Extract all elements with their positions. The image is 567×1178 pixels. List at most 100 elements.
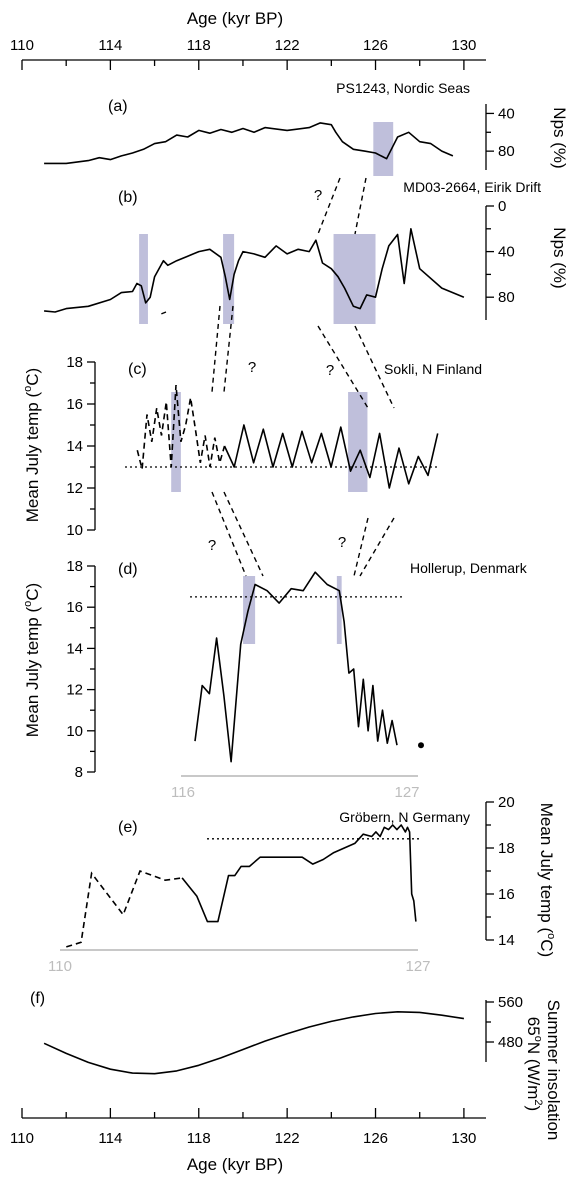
panel-e-ylabel-main: Mean July temp ( bbox=[537, 803, 556, 934]
panel-f-ylabel-2: 65oN (W/m2) bbox=[524, 1017, 544, 1111]
panel-f-ylabel-2-sup1: o bbox=[532, 1036, 544, 1042]
panel-a-ylabel: Nps (%) bbox=[550, 107, 567, 168]
question-marks: ? ? ? ? ? bbox=[208, 187, 346, 554]
shaded-interval bbox=[336, 576, 342, 644]
panel-e-ylabel-sup: o bbox=[545, 933, 557, 939]
panel-d-series-line bbox=[194, 571, 398, 763]
panel-f-label: (f) bbox=[30, 990, 45, 1007]
question-mark: ? bbox=[248, 359, 256, 376]
panel-f-y-axis: 480 560 bbox=[485, 994, 523, 1062]
correlation-lines bbox=[160, 177, 395, 577]
panel-f-ylabel-2-main: 65 bbox=[524, 1017, 543, 1036]
question-mark: ? bbox=[314, 187, 322, 204]
y-axis-tick-label: 12 bbox=[66, 682, 83, 699]
panel-c-shaded-intervals bbox=[171, 392, 368, 492]
panel-f-ylabel-2-sup2: 2 bbox=[532, 1099, 544, 1105]
corr-line bbox=[354, 177, 367, 235]
bottom-age-axis: 110 114 118 122 126 130 Age (kyr BP) bbox=[10, 1108, 486, 1174]
y-axis-tick-label: 40 bbox=[498, 244, 515, 261]
y-axis-tick-label: 40 bbox=[498, 105, 515, 122]
panel-e-series-dashed bbox=[66, 869, 183, 948]
corr-line bbox=[353, 517, 369, 577]
corr-line bbox=[211, 305, 221, 393]
panel-c-series-solid bbox=[223, 424, 439, 489]
panel-e-x-start: 110 bbox=[48, 958, 72, 975]
age-axis-tick-label: 110 bbox=[10, 37, 34, 54]
shaded-interval bbox=[333, 234, 376, 324]
shaded-interval bbox=[171, 392, 181, 492]
panel-c-site: Sokli, N Finland bbox=[384, 361, 482, 377]
panel-c-ylabel-end: C) bbox=[23, 368, 42, 386]
panel-c-sokli: (c) Sokli, N Finland 10 12 14 16 18 Mean Jul… bbox=[22, 354, 482, 539]
corr-line bbox=[223, 305, 234, 393]
corr-line bbox=[317, 177, 341, 235]
age-axis-tick-label: 122 bbox=[275, 1130, 300, 1147]
panel-a-label: (a) bbox=[108, 98, 128, 115]
panel-c-label: (c) bbox=[128, 361, 147, 378]
panel-e-ylabel-end: C) bbox=[537, 939, 556, 957]
panel-b-ylabel: Nps (%) bbox=[550, 227, 567, 288]
y-axis-tick-label: 10 bbox=[66, 723, 83, 740]
panel-d-site: Hollerup, Denmark bbox=[410, 560, 528, 576]
panel-a-y-axis: 40 80 bbox=[485, 104, 515, 170]
panel-c-ylabel: Mean July temp (oC) bbox=[22, 368, 42, 522]
panel-e-ylabel: Mean July temp (oC) bbox=[537, 803, 557, 957]
shaded-interval bbox=[373, 122, 394, 176]
y-axis-tick-label: 14 bbox=[66, 438, 83, 455]
panel-d-ylabel-main: Mean July temp ( bbox=[23, 607, 42, 738]
panel-d-ylabel-end: C) bbox=[23, 583, 42, 601]
question-mark: ? bbox=[326, 362, 334, 379]
question-mark: ? bbox=[338, 534, 346, 551]
top-age-axis: Age (kyr BP) 110 114 118 122 126 130 bbox=[10, 9, 486, 70]
age-axis-tick-label: 118 bbox=[187, 1130, 211, 1147]
y-axis-tick-label: 20 bbox=[498, 794, 515, 811]
panel-a-shaded-intervals bbox=[373, 122, 394, 176]
panel-a-site: PS1243, Nordic Seas bbox=[336, 80, 470, 96]
corr-line bbox=[211, 491, 247, 577]
isolated-point bbox=[418, 742, 424, 749]
panel-b-site: MD03-2664, Eirik Drift bbox=[403, 179, 541, 195]
panel-d-x-start: 116 bbox=[171, 784, 195, 801]
panel-d-y-axis: 8 10 12 14 16 18 bbox=[66, 558, 96, 781]
age-axis-tick-label: 126 bbox=[363, 37, 388, 54]
panel-d-isolated-points bbox=[418, 742, 424, 749]
y-axis-tick-label: 18 bbox=[498, 840, 515, 857]
panel-e-x-end: 127 bbox=[405, 958, 430, 975]
panel-e-label: (e) bbox=[118, 819, 138, 836]
panel-b-md03-2664: (b) MD03-2664, Eirik Drift 0 40 80 Nps (%) bbox=[44, 179, 567, 324]
y-axis-tick-label: 16 bbox=[66, 396, 83, 413]
panel-b-shaded-intervals bbox=[139, 234, 376, 324]
panel-f-ylabel-1: Summer insolation bbox=[544, 1000, 563, 1141]
age-axis-tick-label: 130 bbox=[451, 37, 476, 54]
shaded-interval bbox=[243, 576, 256, 644]
y-axis-tick-label: 80 bbox=[498, 289, 515, 306]
panel-c-ylabel-sup: o bbox=[22, 386, 34, 392]
bottom-axis-ticks: 110 114 118 122 126 130 bbox=[10, 1108, 476, 1147]
panel-f-ylabel-2-mid: N (W/m bbox=[524, 1042, 543, 1100]
y-axis-tick-label: 80 bbox=[498, 143, 515, 160]
bottom-axis-title: Age (kyr BP) bbox=[187, 1155, 283, 1174]
shaded-interval bbox=[348, 392, 368, 492]
corr-line bbox=[223, 491, 264, 577]
panel-d-label: (d) bbox=[118, 561, 138, 578]
corr-line bbox=[317, 325, 369, 409]
panel-f-series-line bbox=[43, 1011, 465, 1075]
age-axis-tick-label: 122 bbox=[275, 37, 300, 54]
panel-d-ylabel: Mean July temp (oC) bbox=[22, 583, 42, 737]
panel-d-x-end: 127 bbox=[394, 784, 419, 801]
age-axis-tick-label: 110 bbox=[10, 1130, 34, 1147]
panel-b-y-axis: 0 40 80 bbox=[485, 198, 515, 320]
corr-line bbox=[359, 517, 395, 577]
corr-line bbox=[160, 311, 167, 315]
y-axis-tick-label: 12 bbox=[66, 480, 83, 497]
panel-a-series-line bbox=[44, 122, 454, 165]
panel-e-y-axis: 14 16 18 20 bbox=[485, 794, 515, 949]
corr-line bbox=[354, 325, 395, 409]
y-axis-tick-label: 10 bbox=[66, 522, 83, 539]
panel-a-ps1243: (a) PS1243, Nordic Seas 40 80 Nps (%) bbox=[44, 80, 567, 176]
shaded-interval bbox=[223, 234, 235, 324]
y-axis-tick-label: 0 bbox=[498, 198, 506, 215]
panel-c-ylabel-main: Mean July temp ( bbox=[23, 392, 42, 523]
y-axis-tick-label: 18 bbox=[66, 558, 83, 575]
